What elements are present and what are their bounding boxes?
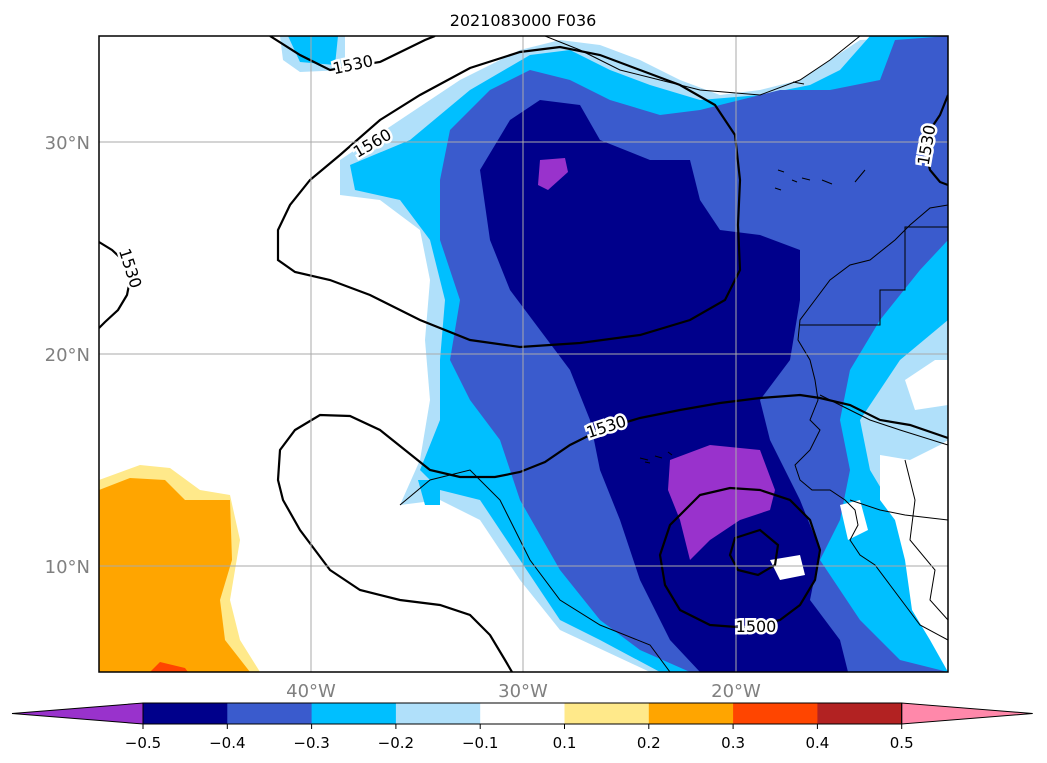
lat-label-20n: 20°N [45, 345, 90, 366]
figure-title: 2021083000 F036 [450, 11, 597, 30]
lon-label-20w: 20°W [711, 681, 761, 702]
colorbar-tick-label: 0.3 [721, 734, 745, 752]
field-purple-south [668, 445, 775, 560]
madeira [792, 81, 805, 85]
field-sky-blue-islet [418, 480, 440, 505]
map-frame [98, 35, 949, 673]
field-white-gap-4 [840, 500, 868, 540]
colorbar-bin [564, 703, 650, 724]
colorbar-bin [817, 703, 903, 724]
colorbar-bin [648, 703, 734, 724]
map-panel: 1530 1560 1530 1530 1530 1500 [99, 36, 948, 672]
colorbar-extend-min [11, 702, 144, 725]
field-sky-blue-top [288, 36, 338, 65]
field-orange [99, 478, 250, 672]
colorbar-bin [733, 703, 818, 724]
contour-1530-right [923, 94, 948, 187]
coast-north-contour [544, 36, 861, 96]
gridlines [99, 36, 948, 672]
colorbar-bin [227, 703, 313, 724]
field-white-gap-1 [905, 360, 948, 410]
field-purple-north [538, 158, 568, 190]
colorbar-tick-label: 0.1 [553, 734, 577, 752]
lat-label-10n: 10°N [45, 557, 90, 578]
lon-labels: 40°W 30°W 20°W [286, 681, 761, 702]
colorbar-extend-max [901, 702, 1033, 725]
lon-label-40w: 40°W [286, 681, 336, 702]
colorbar-tick-label: 0.4 [805, 734, 829, 752]
border-4 [904, 459, 948, 621]
colorbar-tick-label: −0.5 [125, 734, 161, 752]
lat-label-30n: 30°N [45, 133, 90, 154]
canary-islands [774, 169, 866, 191]
colorbar-tick-label: −0.1 [462, 734, 498, 752]
colorbar-tick-label: −0.4 [209, 734, 245, 752]
colorbar: −0.5 −0.4 −0.3 −0.2 −0.1 0.1 0.2 0.3 0.4 0.5 [11, 702, 1033, 752]
contour-1530-top [269, 36, 436, 72]
contours [99, 36, 948, 672]
contour-1500 [658, 486, 822, 630]
lat-labels: 30°N 20°N 10°N [45, 133, 90, 578]
coast-south-contour [399, 469, 671, 672]
colorbar-tick-label: 0.5 [890, 734, 914, 752]
lon-label-30w: 30°W [498, 681, 548, 702]
contour-label-1500: 1500 [736, 617, 777, 636]
colorbar-tick-label: −0.3 [293, 734, 329, 752]
border-2 [819, 394, 948, 446]
cape-verde-islands [639, 451, 673, 464]
colorbar-bin [395, 703, 481, 724]
coastline-africa [794, 204, 948, 641]
field-white-gap-2 [880, 440, 948, 672]
coastlines [399, 36, 948, 672]
contour-1560 [276, 45, 742, 349]
colorbar-bin [143, 703, 228, 724]
contour-1500-inner [728, 528, 780, 577]
contour-1530-mid [276, 393, 948, 672]
colorbar-outline [142, 702, 903, 725]
contour-1530-left [99, 241, 132, 329]
field-red [150, 662, 188, 672]
colorbar-tick-label: 0.2 [637, 734, 661, 752]
field-navy [480, 100, 848, 672]
border-1 [800, 226, 948, 326]
colorbar-bin [480, 703, 565, 724]
colorbar-tick-label: −0.2 [378, 734, 414, 752]
colorbar-bin [311, 703, 397, 724]
border-3 [849, 499, 948, 521]
field-white-gap-3 [770, 555, 805, 580]
